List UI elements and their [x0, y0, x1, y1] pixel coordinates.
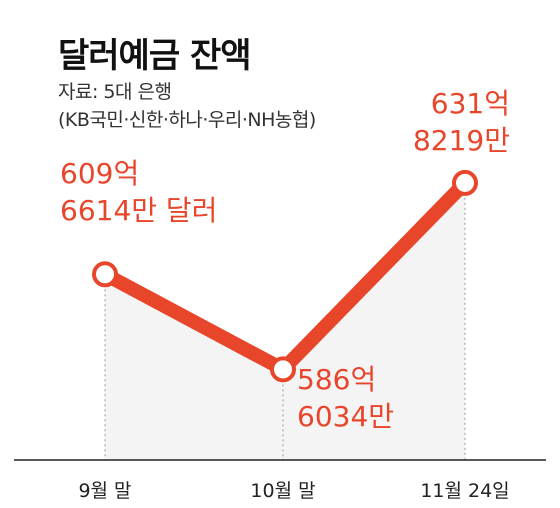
data-label: 6034만: [297, 400, 394, 433]
data-points: [92, 169, 478, 383]
data-label: 609억: [60, 157, 139, 190]
x-tick-label: 10월 말: [250, 480, 315, 502]
area-fill: [105, 182, 465, 460]
x-axis-ticks: 9월 말 10월 말 11월 24일: [78, 480, 509, 502]
source-line-2: (KB국민·신한·하나·우리·NH농협): [58, 109, 316, 131]
source-note: 자료: 5대 은행 (KB국민·신한·하나·우리·NH농협): [58, 78, 316, 134]
data-label: 6614만 달러: [60, 194, 217, 227]
data-label: 631억: [431, 87, 510, 120]
data-label: 8219만: [413, 124, 510, 157]
data-point-2: [270, 356, 296, 383]
data-point-3: [452, 169, 478, 196]
source-line-1: 자료: 5대 은행: [58, 81, 172, 103]
data-point-1: [92, 261, 118, 288]
x-tick-label: 11월 24일: [420, 480, 509, 502]
data-labels: 609억 6614만 달러 586억 6034만 631억 8219만: [60, 87, 510, 433]
x-tick-label: 9월 말: [78, 480, 131, 502]
chart-title: 달러예금 잔액: [58, 36, 252, 76]
vertical-guide-lines: [104, 182, 466, 460]
data-label: 586억: [297, 363, 376, 396]
